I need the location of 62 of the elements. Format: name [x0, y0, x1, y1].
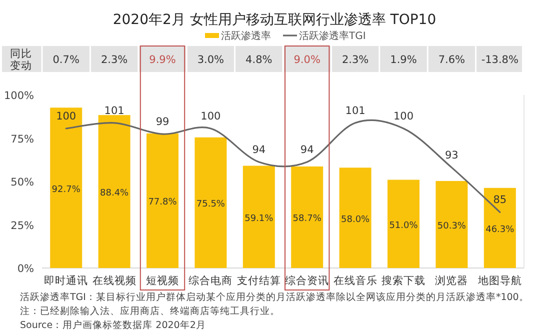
bar	[194, 137, 227, 268]
text: 9.9%	[149, 54, 176, 66]
x-tick-label: 在线音乐	[333, 274, 378, 287]
text: 2.3%	[100, 54, 128, 66]
data-label: 59.1%	[244, 214, 274, 224]
text: 1.9%	[390, 54, 417, 66]
x-tick-label: 浏览器	[435, 274, 468, 287]
data-label: 50.3%	[437, 221, 466, 232]
y-tick-label: 50%	[10, 176, 34, 188]
source-note: Source：用户画像标签数据库 2020年2月	[20, 319, 206, 331]
data-label: 58.0%	[341, 214, 370, 225]
y-tick-label: 100%	[4, 90, 34, 102]
data-label: 75.5%	[196, 200, 226, 210]
data-label: 85	[493, 194, 507, 206]
data-label: 101	[104, 104, 124, 117]
x-tick-label: 搜索下载	[382, 274, 426, 287]
text: -13.8%	[481, 54, 518, 66]
text: 注：已经剔除输入法、应用商店、终端商店等纯工具行业。	[20, 305, 280, 317]
x-tick-label: 短视频	[146, 274, 179, 287]
text: 9.0%	[294, 54, 320, 66]
y-tick-label: 25%	[10, 220, 34, 232]
data-label: 101	[345, 104, 366, 117]
bar	[242, 166, 275, 268]
data-label: 77.8%	[148, 198, 178, 208]
text: 3.0%	[197, 54, 224, 66]
bar	[484, 188, 516, 268]
x-tick-label: 在线视频	[92, 274, 136, 287]
text: 0.7%	[52, 54, 80, 66]
data-label: 94	[300, 144, 314, 156]
text: 7.6%	[438, 54, 466, 66]
data-label: 51.0%	[389, 220, 418, 231]
text: 2.3%	[342, 54, 369, 66]
legend-label: 活跃渗透率	[221, 30, 271, 42]
data-label: 93	[445, 150, 458, 162]
bar	[146, 133, 178, 268]
data-label: 58.7%	[292, 214, 322, 224]
text: 同比变动	[10, 47, 32, 72]
text: 4.8%	[246, 54, 272, 66]
text: 活跃渗透率TGI：某目标行业用户群体启动某个应用分类的月活跃渗透率除以全网该应用分类的月活跃渗透率*100。	[20, 291, 529, 303]
bar	[291, 166, 324, 268]
bar	[388, 180, 420, 268]
data-label: 88.4%	[100, 188, 130, 199]
data-label: 100	[56, 110, 76, 122]
data-label: 94	[252, 144, 266, 156]
data-label: 100	[200, 110, 221, 122]
data-label: 46.3%	[486, 224, 515, 235]
bar	[436, 180, 468, 268]
data-label: 92.7%	[52, 184, 81, 195]
x-tick-label: 综合电商	[188, 274, 233, 287]
x-tick-label: 即时通讯	[44, 274, 88, 287]
y-tick-label: 0%	[17, 263, 34, 275]
chart-title: 2020年2月 女性用户移动互联网行业渗透率 TOP10	[112, 12, 436, 28]
x-tick-label: 地图导航	[476, 274, 522, 287]
bar	[98, 115, 130, 268]
legend-label: 活跃渗透率TGI	[299, 30, 366, 42]
bar	[50, 108, 82, 268]
x-tick-label: 综合资讯	[285, 274, 330, 287]
data-label: 99	[156, 116, 170, 128]
bar	[339, 168, 372, 268]
x-tick-label: 支付结算	[236, 274, 281, 287]
data-label: 100	[393, 110, 414, 122]
y-tick-label: 75%	[10, 133, 34, 146]
